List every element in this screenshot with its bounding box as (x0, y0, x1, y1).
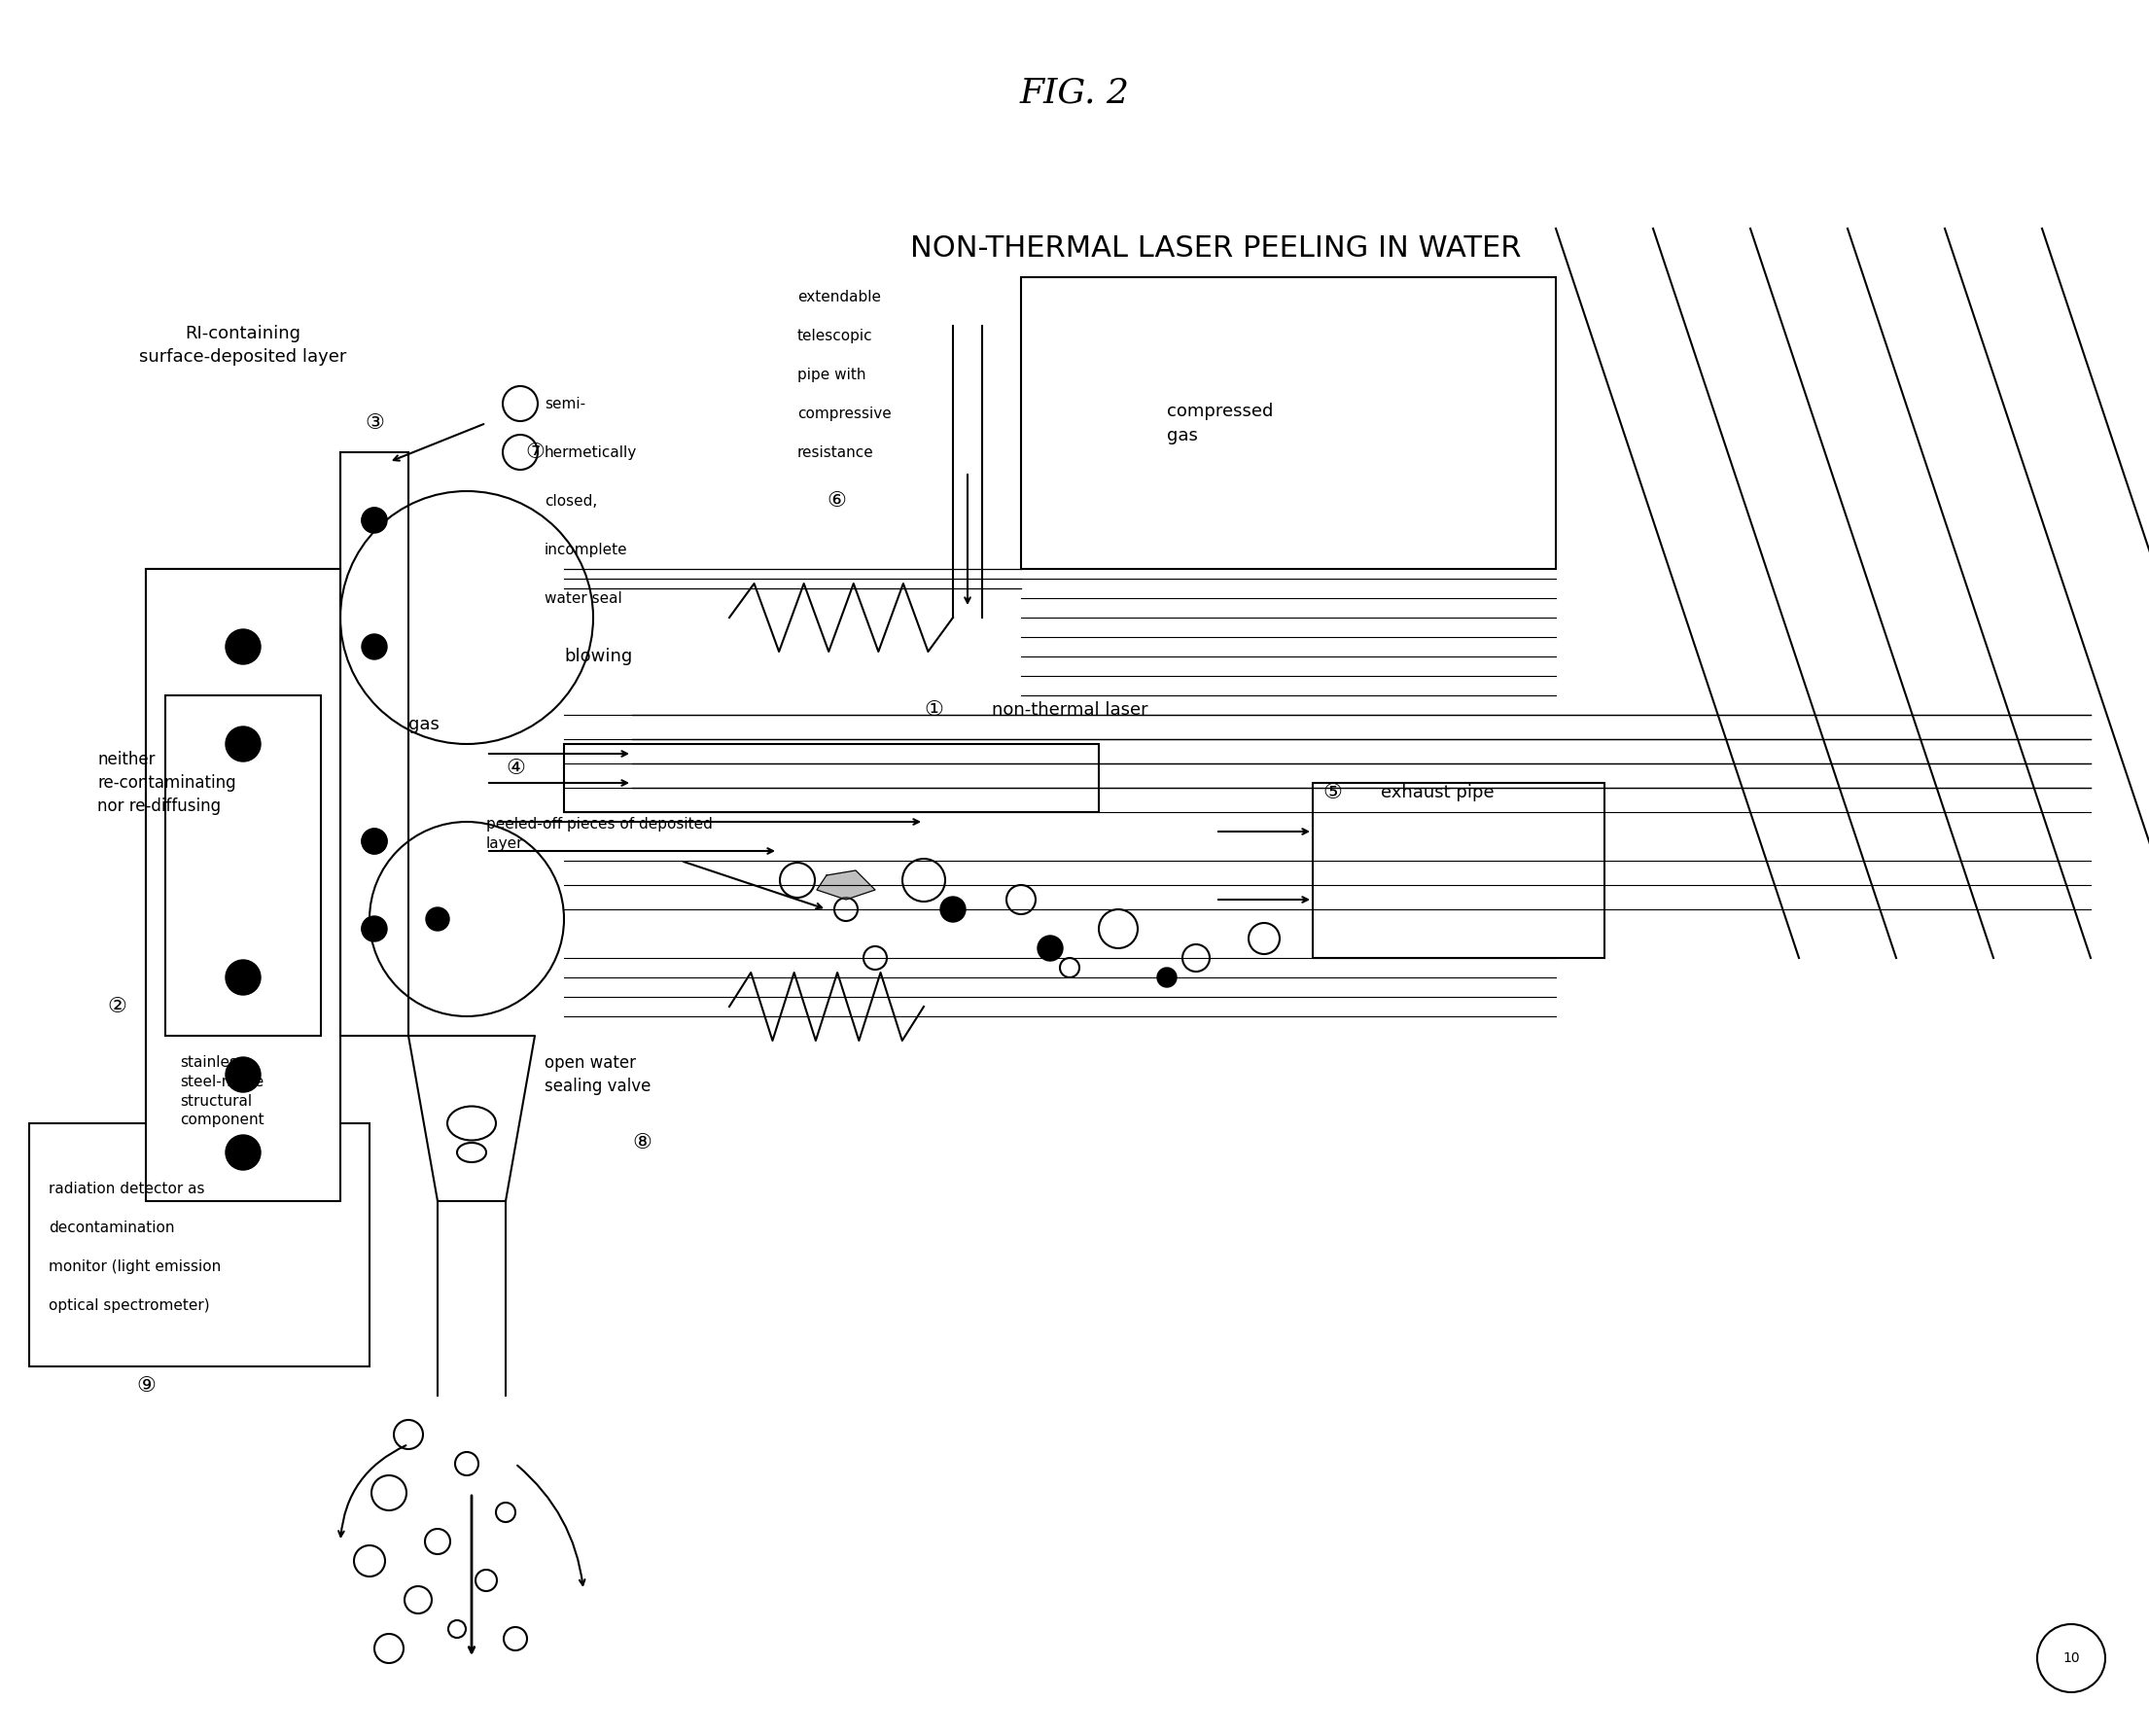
Text: semi-: semi- (544, 396, 585, 411)
Text: optical spectrometer): optical spectrometer) (49, 1299, 211, 1312)
Circle shape (340, 491, 593, 745)
Circle shape (1156, 967, 1178, 988)
Bar (1021, 278, 1556, 569)
Circle shape (903, 859, 946, 901)
Text: ⑧: ⑧ (632, 1134, 651, 1153)
Text: stainless
steel-made
structural
component: stainless steel-made structural componen… (181, 1055, 264, 1128)
Circle shape (503, 385, 537, 422)
Circle shape (226, 1135, 260, 1170)
Circle shape (834, 898, 857, 922)
Circle shape (361, 828, 387, 854)
Text: closed,: closed, (544, 493, 597, 509)
Circle shape (361, 828, 387, 854)
Bar (1313, 783, 1605, 958)
Circle shape (372, 1476, 406, 1510)
Circle shape (374, 1634, 404, 1663)
Text: pipe with: pipe with (797, 366, 866, 382)
Text: neither
re-contaminating
nor re-diffusing: neither re-contaminating nor re-diffusin… (97, 752, 236, 814)
Text: non-thermal laser: non-thermal laser (993, 701, 1148, 719)
Text: ⑦: ⑦ (524, 443, 544, 462)
Text: NON-THERMAL LASER PEELING IN WATER: NON-THERMAL LASER PEELING IN WATER (909, 234, 1521, 262)
Bar (146, 569, 340, 1201)
Circle shape (361, 634, 387, 660)
Circle shape (2037, 1625, 2106, 1693)
Circle shape (226, 628, 260, 665)
Circle shape (226, 726, 260, 762)
Circle shape (355, 1545, 385, 1576)
Text: gas: gas (408, 715, 438, 733)
Text: ③: ③ (365, 413, 385, 432)
Circle shape (226, 726, 260, 762)
Bar (146, 569, 340, 1201)
Text: open water
sealing valve: open water sealing valve (544, 1054, 651, 1095)
Circle shape (780, 863, 814, 898)
Circle shape (456, 1451, 479, 1476)
Circle shape (226, 628, 260, 665)
Text: radiation detector as: radiation detector as (49, 1182, 204, 1196)
Circle shape (361, 634, 387, 660)
Ellipse shape (458, 1142, 486, 1161)
Text: ②: ② (107, 996, 127, 1016)
Circle shape (503, 1627, 527, 1651)
Text: decontamination: decontamination (49, 1220, 174, 1234)
Text: incomplete: incomplete (544, 542, 628, 557)
Circle shape (503, 434, 537, 470)
Circle shape (449, 1620, 466, 1637)
Text: water seal: water seal (544, 590, 621, 606)
Text: ⑥: ⑥ (827, 491, 847, 510)
Circle shape (393, 1420, 423, 1450)
Circle shape (226, 1057, 260, 1092)
Text: hermetically: hermetically (544, 444, 636, 460)
Text: ④: ④ (505, 759, 524, 778)
Circle shape (475, 1569, 496, 1592)
Circle shape (496, 1503, 516, 1522)
Circle shape (226, 1057, 260, 1092)
Circle shape (1249, 924, 1279, 955)
Text: ⑨: ⑨ (135, 1377, 155, 1396)
Circle shape (226, 1135, 260, 1170)
Circle shape (226, 960, 260, 995)
Text: extendable: extendable (797, 290, 881, 304)
Text: telescopic: telescopic (797, 328, 872, 342)
Circle shape (426, 908, 449, 930)
Bar (563, 745, 1098, 812)
Text: compressive: compressive (797, 406, 892, 420)
Bar (30, 1123, 370, 1366)
Circle shape (864, 946, 888, 970)
Text: ⑤: ⑤ (1322, 783, 1341, 802)
Circle shape (1006, 885, 1036, 915)
Text: blowing: blowing (563, 648, 632, 665)
Bar (165, 696, 320, 1036)
Circle shape (361, 917, 387, 941)
Circle shape (404, 1587, 432, 1613)
Ellipse shape (447, 1106, 496, 1141)
Text: resistance: resistance (797, 444, 875, 460)
Text: peeled-off pieces of deposited
layer: peeled-off pieces of deposited layer (486, 818, 713, 851)
Circle shape (426, 1529, 451, 1554)
Circle shape (226, 960, 260, 995)
Text: RI-containing
surface-deposited layer: RI-containing surface-deposited layer (140, 325, 346, 366)
Text: FIG. 2: FIG. 2 (1019, 76, 1130, 109)
Bar (165, 696, 320, 1036)
Circle shape (1038, 936, 1064, 962)
Circle shape (1098, 910, 1137, 948)
Polygon shape (817, 870, 875, 899)
Circle shape (361, 917, 387, 941)
Text: monitor (light emission: monitor (light emission (49, 1259, 221, 1274)
Circle shape (1059, 958, 1079, 977)
Bar (340, 453, 408, 1036)
Text: exhaust pipe: exhaust pipe (1382, 785, 1494, 802)
Circle shape (941, 898, 965, 922)
Circle shape (361, 507, 387, 533)
Circle shape (1182, 944, 1210, 972)
Text: compressed
gas: compressed gas (1167, 403, 1272, 444)
Circle shape (361, 507, 387, 533)
Circle shape (370, 821, 563, 1016)
Text: 10: 10 (2063, 1651, 2080, 1665)
Text: ①: ① (924, 700, 943, 720)
